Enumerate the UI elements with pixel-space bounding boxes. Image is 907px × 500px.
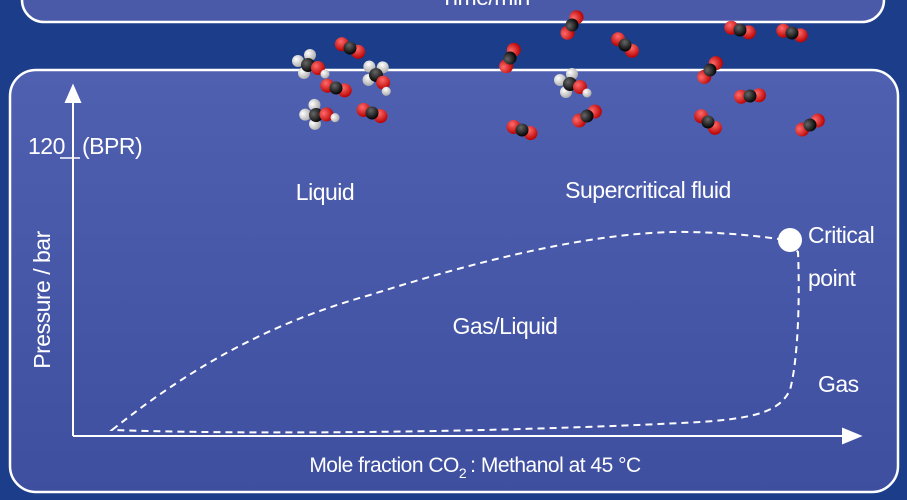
- x-axis-label-main: Mole fraction CO: [309, 454, 459, 477]
- top-panel: [20, 0, 886, 24]
- x-axis-label-rest: : Methanol at 45 °C: [470, 454, 641, 477]
- region-label: Liquid: [296, 179, 354, 205]
- tick-note: (BPR): [82, 133, 142, 159]
- critical-point-marker: [778, 228, 802, 252]
- region-label: Gas/Liquid: [453, 313, 558, 339]
- critical-label: Critical: [808, 222, 874, 248]
- tick-label: 120: [28, 133, 65, 159]
- x-axis-label-subscript: 2: [459, 465, 467, 481]
- critical-label: point: [808, 265, 856, 291]
- y-axis-label: Pressure / bar: [29, 230, 55, 368]
- region-label: Gas: [818, 371, 859, 397]
- x-axis-label: Mole fraction CO2: Methanol at 45 °C: [309, 454, 641, 481]
- region-label: Supercritical fluid: [565, 177, 731, 203]
- axes: [60, 83, 863, 445]
- main-panel: [8, 68, 900, 494]
- header-title: Time/min: [440, 0, 530, 10]
- phase-boundary: [109, 230, 800, 434]
